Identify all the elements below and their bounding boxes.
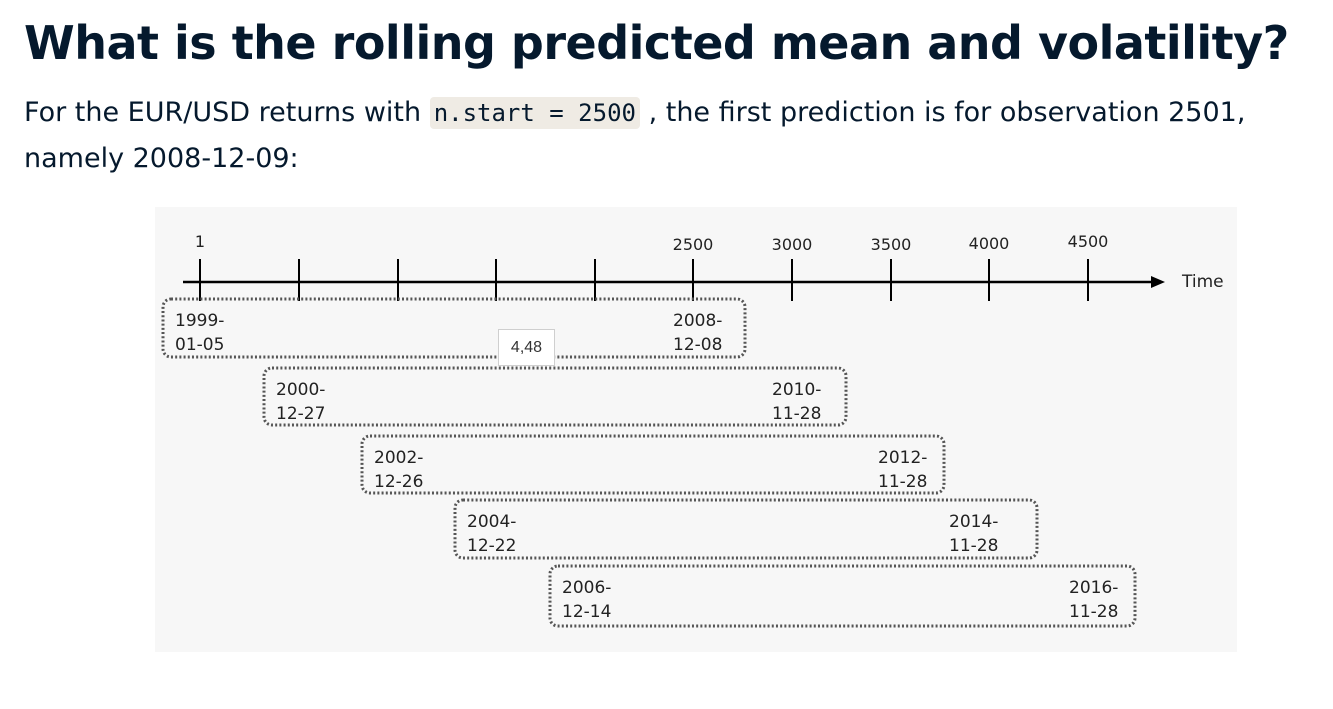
- window-start-year: 2000-: [276, 380, 325, 400]
- tick-label: 2500: [673, 235, 714, 254]
- window-end-year: 2010-: [772, 380, 821, 400]
- window-start-date: 12-26: [374, 472, 423, 492]
- window-end-year: 2014-: [949, 512, 998, 532]
- window-start-year: 2002-: [374, 448, 423, 468]
- time-axis-label: Time: [1181, 272, 1224, 292]
- rolling-window: 2006- 12-14 2016- 11-28: [548, 564, 1137, 628]
- window-start-year: 2004-: [467, 512, 516, 532]
- tick-label: 3500: [871, 235, 912, 254]
- window-end-date: 11-28: [1069, 602, 1118, 622]
- window-start-year: 2006-: [562, 578, 611, 598]
- axis-ticks: 1 2500 3000 3500 4000 4500: [195, 232, 1108, 301]
- page-title: What is the rolling predicted mean and v…: [24, 16, 1289, 70]
- rolling-window-diagram: Time 1 2500 3000 3500 4000 4500 1999- 01-05 200…: [155, 207, 1237, 652]
- window-start-year: 1999-: [175, 311, 224, 331]
- intro-text-before: For the EUR/USD returns with: [24, 97, 430, 128]
- window-start-date: 12-27: [276, 404, 325, 424]
- window-start-date: 01-05: [175, 335, 224, 355]
- rolling-window: 2000- 12-27 2010- 11-28: [262, 366, 848, 427]
- rolling-window: 2004- 12-22 2014- 11-28: [453, 498, 1039, 560]
- tick-label: 4500: [1068, 232, 1109, 251]
- window-start-date: 12-22: [467, 536, 516, 556]
- window-box: [360, 434, 946, 495]
- rolling-windows: 1999- 01-05 2008- 12-08 2000- 12-27 2010- 11-28…: [161, 297, 1137, 628]
- inline-code: n.start = 2500: [429, 97, 640, 129]
- window-box: [548, 564, 1137, 628]
- intro-paragraph: For the EUR/USD returns with n.start = 2…: [24, 90, 1324, 181]
- tick-label: 1: [195, 232, 205, 251]
- rolling-window: 2002- 12-26 2012- 11-28: [360, 434, 946, 495]
- window-end-date: 11-28: [949, 536, 998, 556]
- rolling-window: 1999- 01-05 2008- 12-08: [161, 297, 747, 359]
- tick-label: 4000: [969, 234, 1010, 253]
- window-box: [161, 297, 747, 359]
- window-end-date: 12-08: [673, 335, 722, 355]
- intro-text-after: , the first prediction is for observatio…: [24, 97, 1246, 174]
- window-box: [262, 366, 848, 427]
- value-overlay-box: 4,48: [498, 329, 555, 366]
- window-end-year: 2016-: [1069, 578, 1118, 598]
- window-box: [453, 498, 1039, 560]
- window-end-year: 2012-: [878, 448, 927, 468]
- time-axis-arrow-icon: [1151, 276, 1165, 288]
- diagram-canvas: Time 1 2500 3000 3500 4000 4500 1999- 01-05 200…: [161, 232, 1224, 628]
- window-start-date: 12-14: [562, 602, 611, 622]
- tick-label: 3000: [772, 235, 813, 254]
- window-end-year: 2008-: [673, 311, 722, 331]
- window-end-date: 11-28: [772, 404, 821, 424]
- window-end-date: 11-28: [878, 472, 927, 492]
